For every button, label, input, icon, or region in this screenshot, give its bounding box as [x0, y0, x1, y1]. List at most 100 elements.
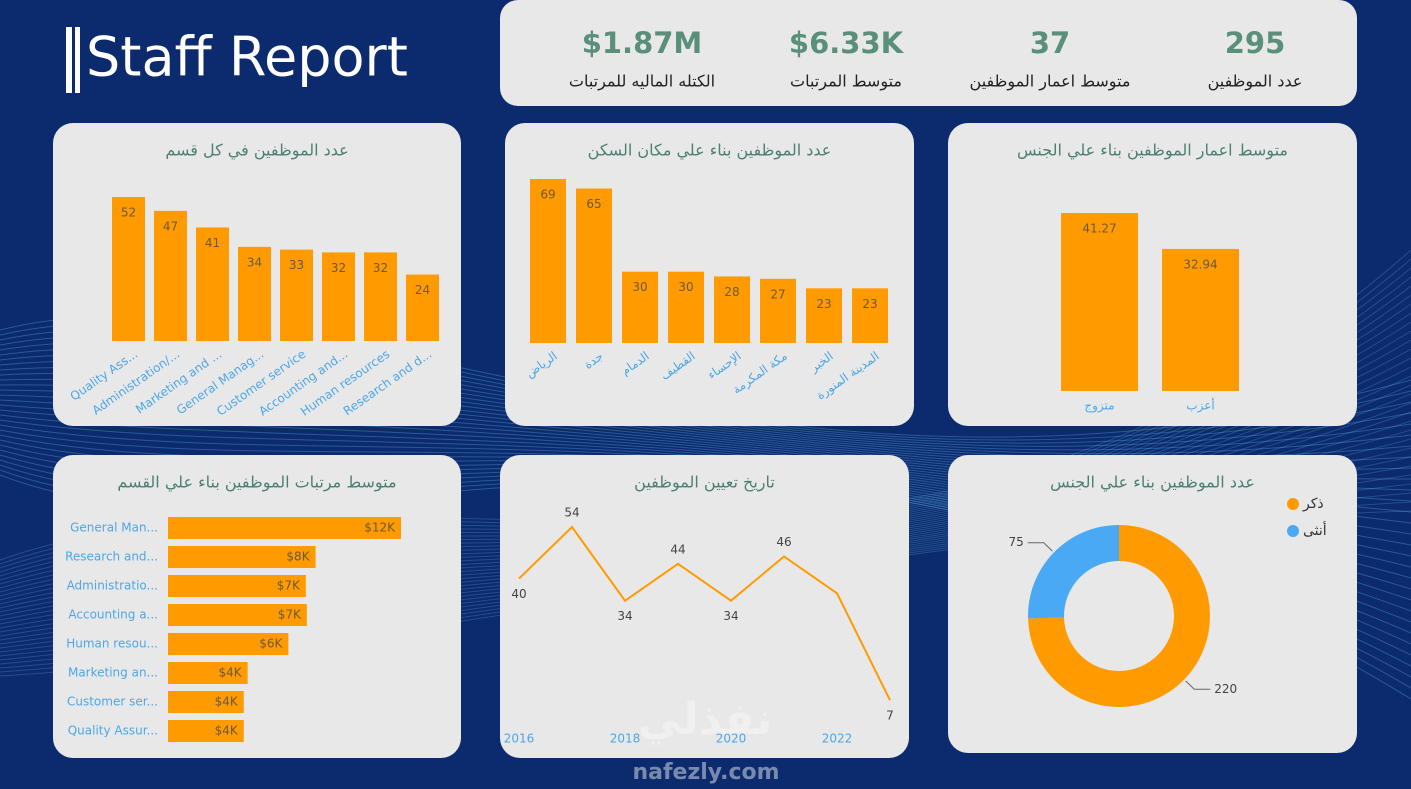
leader-line: [1027, 542, 1053, 552]
data-label: 44: [670, 542, 685, 556]
bar: [622, 271, 658, 343]
kpi-card: [500, 0, 1357, 106]
kpi-value: $1.87M: [582, 26, 703, 60]
data-label: 27: [770, 287, 785, 301]
line: [518, 525, 891, 701]
bar: [168, 633, 289, 655]
bar: [168, 546, 316, 568]
bar: [760, 278, 796, 343]
bar: [406, 274, 439, 341]
title-bar-gap: [72, 27, 75, 93]
data-label: 34: [247, 255, 262, 269]
chart-title: عدد الموظفين بناء علي الجنس: [1050, 473, 1255, 493]
category-label: Accounting a...: [68, 608, 158, 622]
data-label: $4K: [218, 666, 242, 680]
category-label: متزوج: [1084, 399, 1114, 414]
category-label: أعزب: [1186, 398, 1214, 414]
bar: [280, 249, 313, 341]
data-label: 32.94: [1183, 257, 1217, 271]
kpi-label: الكتله الماليه للمرتبات: [569, 72, 715, 92]
data-label: $7K: [277, 579, 301, 593]
data-label: 34: [723, 609, 738, 623]
kpi-value: 295: [1225, 26, 1286, 60]
data-label: 24: [415, 283, 430, 297]
data-label: 30: [632, 280, 647, 294]
data-label: 40: [511, 587, 526, 601]
kpi-value: $6.33K: [789, 26, 905, 60]
charts: $1.87M الكتله الماليه للمرتبات $6.33K متوسط…: [53, 26, 1357, 785]
bar: [238, 246, 271, 341]
data-label: 34: [617, 609, 632, 623]
chart-title: متوسط اعمار الموظفين بناء علي الجنس: [1017, 141, 1288, 161]
data-label: 47: [163, 219, 178, 233]
bar: [1061, 213, 1138, 391]
category-label: Human resou...: [66, 637, 158, 651]
data-label: $7K: [278, 608, 302, 622]
data-label: 65: [586, 197, 601, 211]
data-label: 32: [373, 261, 388, 275]
data-label: 7: [886, 709, 894, 723]
x-tick-label: 2018: [610, 732, 641, 746]
data-label: $8K: [286, 550, 310, 564]
chart-title: تاريخ تعيين الموظفين: [634, 473, 775, 493]
category-label: Customer ser...: [67, 695, 158, 709]
watermark: nafezly.com: [632, 760, 779, 785]
data-label: 28: [724, 285, 739, 299]
bar: [154, 210, 187, 341]
legend-label: ذكر: [1302, 496, 1324, 512]
bar: [530, 179, 566, 343]
bar: [576, 188, 612, 343]
bar: [714, 276, 750, 343]
data-label: 41.27: [1082, 222, 1116, 236]
bar: [112, 197, 145, 341]
chart-title: عدد الموظفين بناء علي مكان السكن: [588, 141, 832, 161]
bar: [168, 691, 244, 713]
data-label: 33: [289, 258, 304, 272]
chart-title: متوسط مرتبات الموظفين بناء علي القسم: [117, 473, 396, 493]
bar: [852, 288, 888, 343]
bar: [806, 288, 842, 343]
x-tick-label: 2022: [822, 732, 853, 746]
bar: [364, 252, 397, 341]
data-label: $4K: [215, 724, 239, 738]
kpi-label: عدد الموظفين: [1208, 72, 1303, 92]
bar: [168, 517, 401, 539]
bar: [168, 604, 307, 626]
data-label: 30: [678, 280, 693, 294]
bar: [322, 252, 355, 341]
donut-slice: [1027, 525, 1119, 619]
chart-title: عدد الموظفين في كل قسم: [165, 141, 348, 161]
bar: [168, 575, 306, 597]
data-label: 69: [540, 188, 555, 202]
data-label: $12K: [364, 521, 396, 535]
data-label: 23: [862, 297, 877, 311]
data-label: 220: [1214, 682, 1237, 696]
bar: [168, 720, 244, 742]
category-label: Administratio...: [67, 579, 158, 593]
watermark: نفذلي: [638, 694, 773, 745]
data-label: 75: [1008, 535, 1023, 549]
kpi-label: متوسط المرتبات: [790, 72, 902, 92]
kpi-label: متوسط اعمار الموظفين: [970, 72, 1131, 92]
bar: [668, 271, 704, 343]
data-label: 54: [564, 506, 579, 520]
category-label: Quality Assur...: [68, 724, 158, 738]
x-tick-label: 2016: [504, 732, 535, 746]
chart-card: [948, 455, 1357, 753]
data-label: 52: [121, 206, 136, 220]
data-label: $6K: [259, 637, 283, 651]
category-label: General Man...: [70, 521, 158, 535]
kpi-value: 37: [1030, 26, 1070, 60]
data-label: 23: [816, 297, 831, 311]
data-label: 32: [331, 261, 346, 275]
data-label: $4K: [215, 695, 239, 709]
chart-card: [948, 123, 1357, 426]
data-label: 41: [205, 236, 220, 250]
legend-swatch: [1287, 525, 1299, 537]
chart-card: [500, 455, 909, 758]
x-tick-label: 2020: [716, 732, 747, 746]
data-label: 46: [776, 535, 791, 549]
donut-slice: [1028, 525, 1211, 708]
